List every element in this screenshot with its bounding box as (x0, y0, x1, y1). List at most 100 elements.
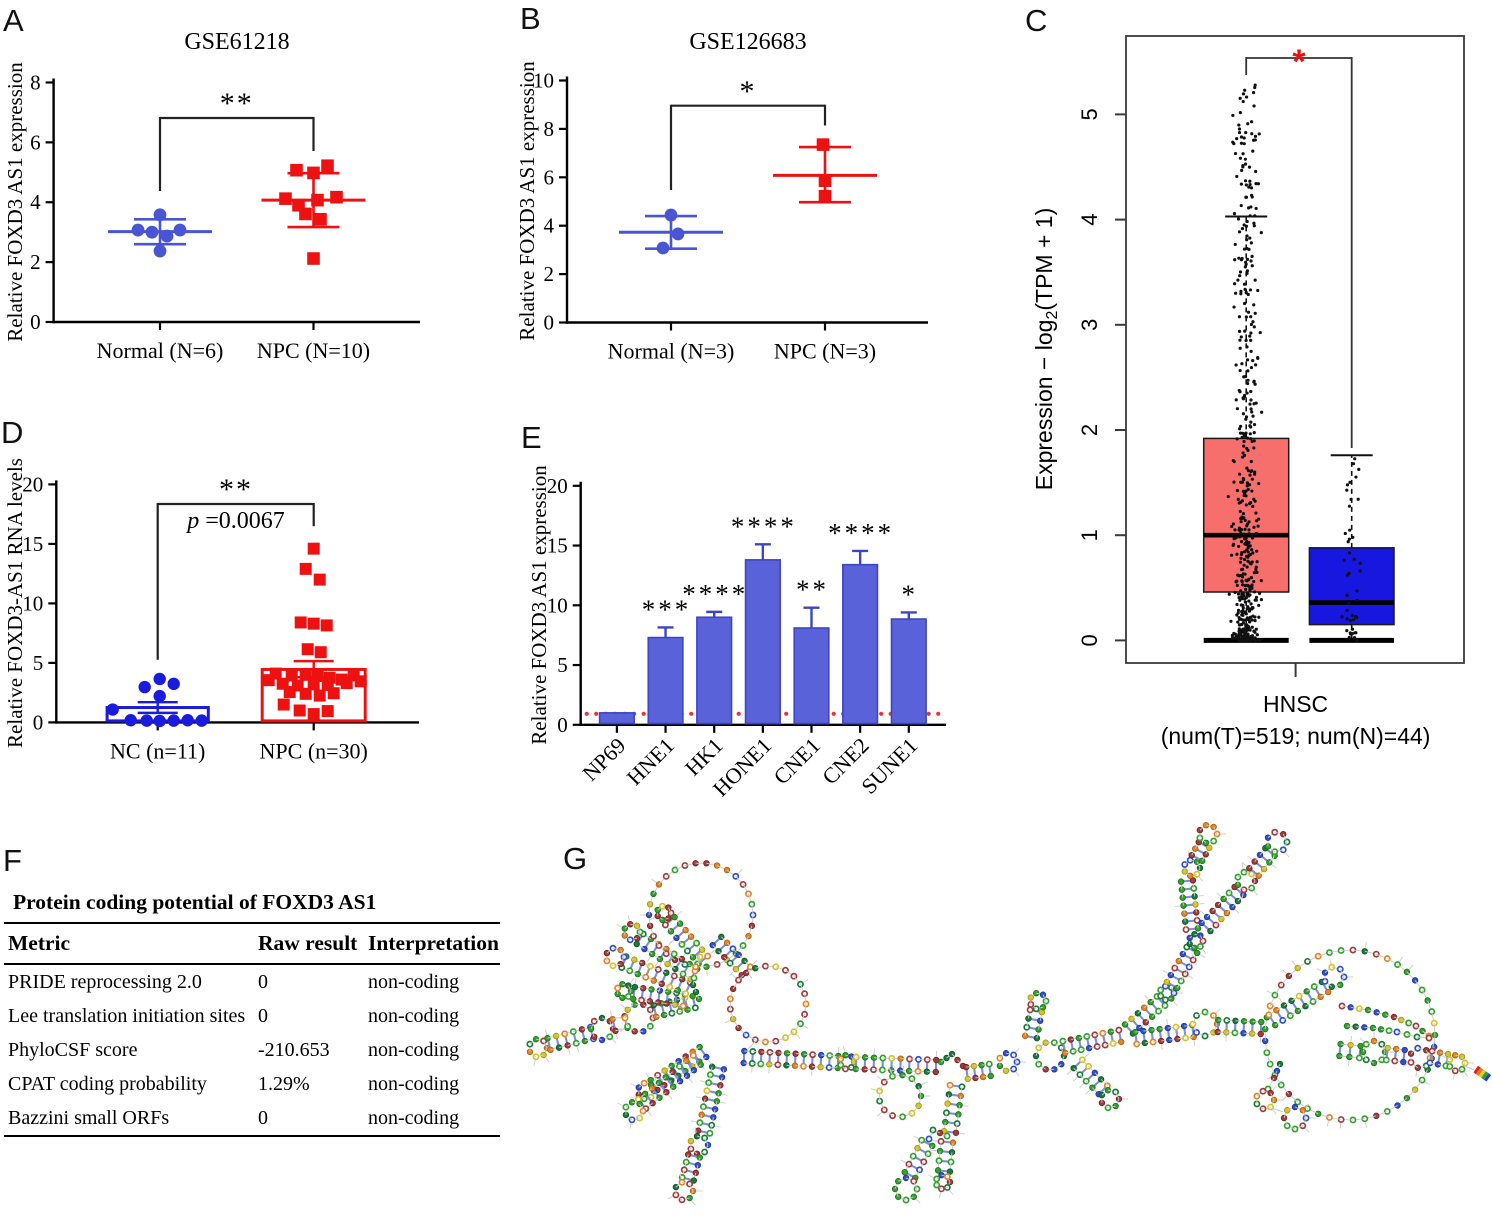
significance-stars: ** (219, 473, 253, 506)
data-point (307, 166, 320, 180)
table-cell-raw: 1.29% (258, 1072, 310, 1095)
data-point (816, 138, 830, 151)
svg-text:Expression − log2(TPM + 1): Expression − log2(TPM + 1) (1031, 208, 1061, 490)
y-tick-label: 20 (22, 472, 43, 496)
y-axis-label: Relative FOXD3 AS1 expression (3, 62, 27, 342)
data-point (283, 686, 296, 699)
panel-label-f: F (3, 843, 22, 878)
data-point (818, 189, 832, 203)
y-tick-label: 20 (547, 474, 568, 498)
y-tick-label: 0 (557, 713, 568, 737)
coding-potential-table: Metric Raw result Interpretation PRIDE rep… (4, 922, 500, 1137)
table-cell-interpretation: non-coding (368, 1072, 460, 1095)
significance-stars: * (740, 75, 757, 108)
x-category-label: NPC (n=30) (260, 738, 368, 763)
y-tick-label: 2 (544, 262, 555, 286)
y-tick-label: 10 (533, 69, 554, 93)
significance-stars: ** (796, 575, 829, 605)
data-point (124, 714, 137, 727)
data-point (293, 704, 306, 717)
data-point (340, 677, 353, 690)
data-point (195, 714, 208, 727)
data-point (153, 208, 167, 222)
table-cell-raw: -210.653 (258, 1038, 330, 1061)
data-point (153, 244, 167, 258)
panel-label-d: D (1, 415, 24, 450)
panel-g (526, 822, 1492, 1206)
panel-title: GSE126683 (689, 29, 806, 55)
y-tick-label: 15 (547, 534, 568, 558)
data-point (153, 714, 166, 728)
table-col-header: Metric (4, 922, 254, 965)
table-row: PRIDE reprocessing 2.0 0 non-coding (4, 964, 500, 999)
data-point (656, 241, 670, 255)
significance-stars: ** (220, 87, 254, 120)
data-point (167, 714, 180, 727)
bar-NP69 (598, 712, 635, 725)
x-category-label: NPC (N=3) (774, 339, 876, 364)
data-point (314, 213, 327, 226)
y-tick-label: 15 (22, 532, 43, 556)
y-tick-label: 0 (33, 710, 44, 734)
table-row: Bazzini small ORFs 0 non-coding (4, 1101, 500, 1137)
data-point (277, 698, 290, 711)
y-axis-label: Relative FOXD3 AS1 expression (527, 465, 551, 745)
x-category-label: HNE1 (622, 733, 679, 790)
panel-b: 0 2 4 6 8 10 Normal (N=3) NPC (N=3) GSE126683 Rel… (515, 29, 928, 364)
bar-HNE1 (647, 636, 684, 725)
y-tick-label: 8 (544, 117, 555, 141)
data-point (181, 714, 194, 727)
x-category-label: NC (n=11) (110, 738, 205, 763)
table-row: Lee translation initiation sites 0 non-cod… (4, 999, 500, 1033)
data-point (313, 573, 326, 586)
significance-stars: **** (731, 511, 797, 541)
table-cell-raw: 0 (258, 970, 268, 993)
data-point (671, 227, 685, 241)
y-tick-label: 10 (547, 593, 568, 617)
y-tick-label: 4 (544, 214, 555, 238)
data-point (307, 542, 320, 555)
svg-text:p =0.0067: p =0.0067 (185, 508, 285, 534)
y-tick-label: 5 (33, 651, 44, 675)
data-point (140, 714, 153, 727)
data-point (138, 680, 151, 694)
data-point (354, 675, 367, 688)
y-tick-label: 2 (30, 250, 41, 274)
data-point (131, 223, 145, 237)
table-row: PhyloCSF score -210.653 non-coding (4, 1033, 500, 1067)
x-category-label: Normal (N=3) (608, 339, 735, 364)
y-axis-label: Relative FOXD3 AS1 expression (515, 61, 539, 341)
y-tick-label: 2 (1077, 424, 1102, 436)
data-point (153, 689, 166, 703)
data-point (307, 617, 320, 630)
significance-stars: * (902, 579, 919, 609)
data-point (311, 193, 324, 207)
y-tick-label: 1 (1077, 529, 1102, 541)
table-cell-metric: Lee translation initiation sites (8, 1004, 246, 1027)
panel-title: GSE61218 (184, 29, 289, 55)
table-cell-metric: PhyloCSF score (8, 1038, 138, 1061)
bar-HK1 (696, 616, 733, 725)
y-tick-label: 0 (1077, 634, 1102, 646)
table-cell-raw: 0 (254, 1101, 364, 1137)
panel-label-c: C (1025, 3, 1048, 38)
x-category-label: CNE1 (768, 733, 825, 790)
significance-star: * (1292, 43, 1306, 81)
y-tick-label: 5 (1077, 108, 1102, 120)
bar-CNE1 (793, 627, 830, 725)
data-point (153, 672, 166, 686)
panel-label-a: A (3, 3, 24, 38)
data-point (167, 677, 180, 691)
x-category-label: NPC (N=10) (257, 338, 370, 363)
data-point (307, 252, 320, 265)
table-cell-metric: CPAT coding probability (8, 1072, 207, 1095)
data-point (294, 616, 307, 629)
y-tick-label: 10 (22, 591, 43, 615)
bar-SUNE1 (890, 618, 927, 725)
data-point (330, 190, 343, 204)
y-tick-label: 4 (30, 190, 41, 214)
y-tick-label: 0 (544, 311, 555, 335)
